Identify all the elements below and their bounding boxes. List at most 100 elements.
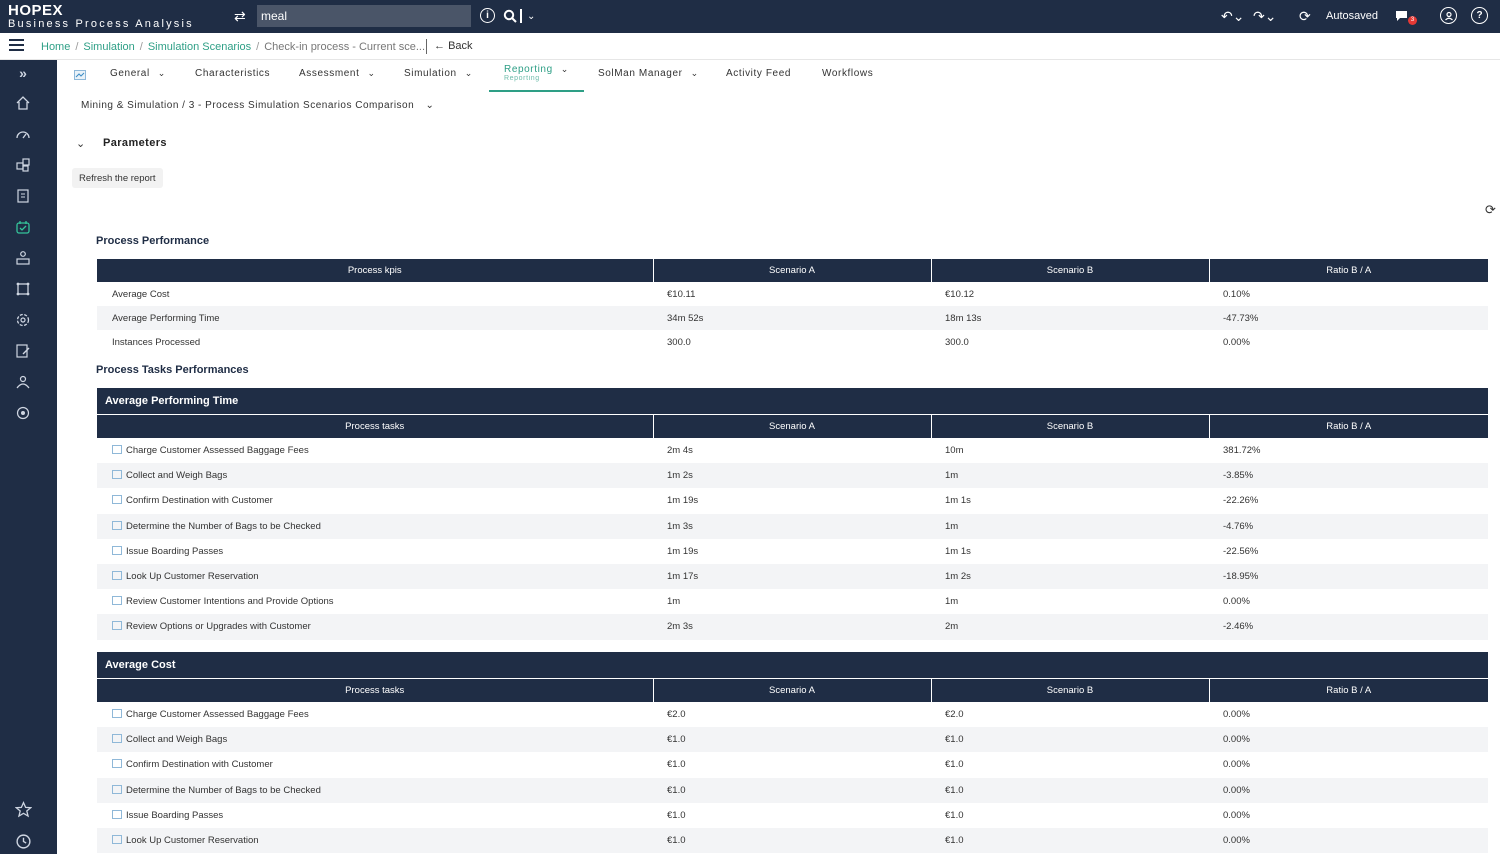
breadcrumb-simulation[interactable]: Simulation [83, 41, 135, 53]
diagram-icon[interactable] [14, 187, 32, 205]
tab-general[interactable]: General ⌄ [110, 68, 166, 79]
table-row[interactable]: Look Up Customer Reservation 1m 17s 1m 2s -… [97, 563, 1488, 590]
tab-simulation[interactable]: Simulation ⌄ [404, 68, 473, 79]
tab-bar-icon[interactable] [74, 70, 86, 83]
dashboard-icon[interactable] [14, 125, 32, 143]
home-icon[interactable] [14, 94, 32, 112]
value-cell: 381.72% [1223, 445, 1261, 457]
expand-icon[interactable]: » [19, 65, 27, 81]
table-row[interactable]: Review Customer Intentions and Provide O… [97, 589, 1488, 614]
table-row[interactable]: Issue Boarding Passes 1m 19s 1m 1s -22.56% [97, 539, 1488, 564]
info-icon[interactable]: i [480, 8, 495, 23]
row-checkbox[interactable] [112, 621, 122, 631]
chevron-down-icon[interactable]: ⌄ [527, 10, 536, 22]
table-row[interactable]: Average Performing Time 34m 52s 18m 13s -47… [97, 306, 1488, 330]
breadcrumb-current: Check-in process - Current sce... [264, 41, 426, 53]
row-checkbox[interactable] [112, 709, 122, 719]
row-checkbox[interactable] [112, 759, 122, 769]
back-button[interactable]: ← Back [434, 40, 473, 52]
column-header: Scenario B [931, 415, 1210, 438]
search-input[interactable] [257, 5, 471, 27]
row-label-cell: Issue Boarding Passes [97, 803, 653, 828]
value-cell: -22.56% [1223, 545, 1259, 557]
table-header-row: Process kpis Scenario A Scenario B Ratio… [97, 259, 1488, 282]
tab-activity-feed[interactable]: Activity Feed [726, 68, 791, 79]
table-row[interactable]: Determine the Number of Bags to be Check… [97, 513, 1488, 539]
redo-icon[interactable]: ↷⌄ [1253, 7, 1277, 24]
table-row[interactable]: Charge Customer Assessed Baggage Fees 2m … [97, 438, 1488, 463]
row-checkbox[interactable] [112, 545, 122, 555]
table-row[interactable]: Charge Customer Assessed Baggage Fees €2.… [97, 702, 1488, 727]
arrow-left-icon: ← [434, 40, 445, 52]
frame-icon[interactable] [14, 280, 32, 298]
row-checkbox[interactable] [112, 809, 122, 819]
value-cell: -47.73% [1209, 306, 1488, 330]
tab-reporting[interactable]: Reporting Reporting ⌄ [504, 65, 569, 83]
report-icon[interactable] [14, 342, 32, 360]
target-icon[interactable] [14, 404, 32, 422]
breadcrumb-simulation-scenarios[interactable]: Simulation Scenarios [147, 41, 252, 53]
settings-icon[interactable] [14, 311, 32, 329]
row-checkbox[interactable] [112, 596, 122, 606]
table-row[interactable]: Collect and Weigh Bags €1.0 €1.0 0.00% [97, 727, 1488, 753]
table-row[interactable]: Issue Boarding Passes €1.0 €1.0 0.00% [97, 803, 1488, 828]
row-checkbox[interactable] [112, 571, 122, 581]
star-icon[interactable] [14, 800, 32, 818]
task-name: Review Customer Intentions and Provide O… [126, 596, 334, 608]
org-icon[interactable] [14, 249, 32, 267]
cubes-icon[interactable] [14, 156, 32, 174]
refresh-report-button[interactable]: Refresh the report [72, 168, 163, 188]
menu-icon[interactable] [9, 39, 24, 54]
process-icon[interactable] [14, 218, 32, 236]
avg-cost-body: Charge Customer Assessed Baggage Fees €2.… [97, 702, 1488, 854]
app-logo[interactable]: HOPEX Business Process Analysis [8, 3, 194, 30]
task-name: Determine the Number of Bags to be Check… [126, 784, 321, 796]
help-icon[interactable]: ? [1471, 7, 1488, 24]
tab-assessment[interactable]: Assessment ⌄ [299, 68, 376, 79]
value-cell: €10.12 [945, 288, 975, 300]
task-name: Look Up Customer Reservation [126, 835, 259, 847]
row-checkbox[interactable] [112, 734, 122, 744]
collapse-chevron-icon[interactable]: ⌄ [76, 138, 86, 150]
swap-icon[interactable]: ⇄ [234, 8, 246, 24]
table-row[interactable]: Confirm Destination with Customer €1.0 €1.… [97, 752, 1488, 777]
user-profile-icon[interactable] [1440, 7, 1457, 24]
row-checkbox[interactable] [112, 835, 122, 845]
history-icon[interactable] [14, 832, 32, 850]
reload-icon[interactable]: ⟳ [1485, 202, 1496, 217]
table-row[interactable]: Determine the Number of Bags to be Check… [97, 777, 1488, 803]
table-row[interactable]: Review Options or Upgrades with Customer… [97, 614, 1488, 640]
value-cell: 1m 19s [667, 495, 699, 507]
table-row[interactable]: Instances Processed 300.0 300.0 0.00% [97, 330, 1488, 354]
table-header-row: Process tasks Scenario A Scenario B Rati… [97, 415, 1488, 438]
users-icon[interactable] [14, 373, 32, 391]
tab-characteristics[interactable]: Characteristics [195, 68, 270, 79]
parameters-title[interactable]: Parameters [103, 137, 167, 149]
notifications-icon[interactable] [1395, 7, 1409, 25]
row-checkbox[interactable] [112, 495, 122, 505]
search-icon[interactable] [503, 7, 517, 25]
breadcrumb-home[interactable]: Home [41, 41, 71, 53]
logo-main-text: HOPEX [8, 2, 64, 19]
report-breadcrumb[interactable]: Mining & Simulation / 3 - Process Simula… [81, 100, 434, 111]
row-checkbox[interactable] [112, 470, 122, 480]
chevron-down-icon: ⌄ [425, 100, 435, 111]
tab-workflows[interactable]: Workflows [822, 68, 873, 79]
value-cell: €2.0 [667, 709, 686, 721]
table-row[interactable]: Confirm Destination with Customer 1m 19s 1… [97, 488, 1488, 513]
row-checkbox[interactable] [112, 445, 122, 455]
undo-icon[interactable]: ↶⌄ [1221, 7, 1245, 24]
value-cell: 0.10% [1223, 288, 1250, 300]
table-row[interactable]: Average Cost €10.11 €10.12 0.10% [97, 282, 1488, 306]
value-cell: €1.0 [667, 809, 686, 821]
sync-icon[interactable]: ⟳ [1299, 7, 1311, 24]
table-row[interactable]: Collect and Weigh Bags 1m 2s 1m -3.85% [97, 463, 1488, 489]
row-checkbox[interactable] [112, 784, 122, 794]
tab-solman-manager[interactable]: SolMan Manager ⌄ [598, 68, 699, 79]
row-label-cell: Instances Processed [112, 336, 201, 348]
row-checkbox[interactable] [112, 520, 122, 530]
row-label-cell: Charge Customer Assessed Baggage Fees [97, 438, 653, 463]
row-label-cell: Determine the Number of Bags to be Check… [97, 777, 653, 803]
table-row[interactable]: Look Up Customer Reservation €1.0 €1.0 0.00… [97, 827, 1488, 854]
row-label-cell: Review Options or Upgrades with Customer [97, 614, 653, 640]
